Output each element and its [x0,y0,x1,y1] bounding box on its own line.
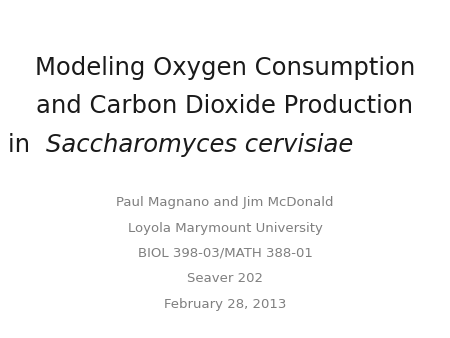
Text: Seaver 202: Seaver 202 [187,272,263,285]
Text: Paul Magnano and Jim McDonald: Paul Magnano and Jim McDonald [116,196,334,209]
Text: Modeling Oxygen Consumption: Modeling Oxygen Consumption [35,55,415,80]
Text: Loyola Marymount University: Loyola Marymount University [127,222,323,235]
Text: Saccharomyces cervisiae: Saccharomyces cervisiae [46,133,353,158]
Text: BIOL 398-03/MATH 388-01: BIOL 398-03/MATH 388-01 [138,247,312,260]
Text: February 28, 2013: February 28, 2013 [164,298,286,311]
Text: in: in [8,133,37,158]
Text: and Carbon Dioxide Production: and Carbon Dioxide Production [36,94,414,119]
